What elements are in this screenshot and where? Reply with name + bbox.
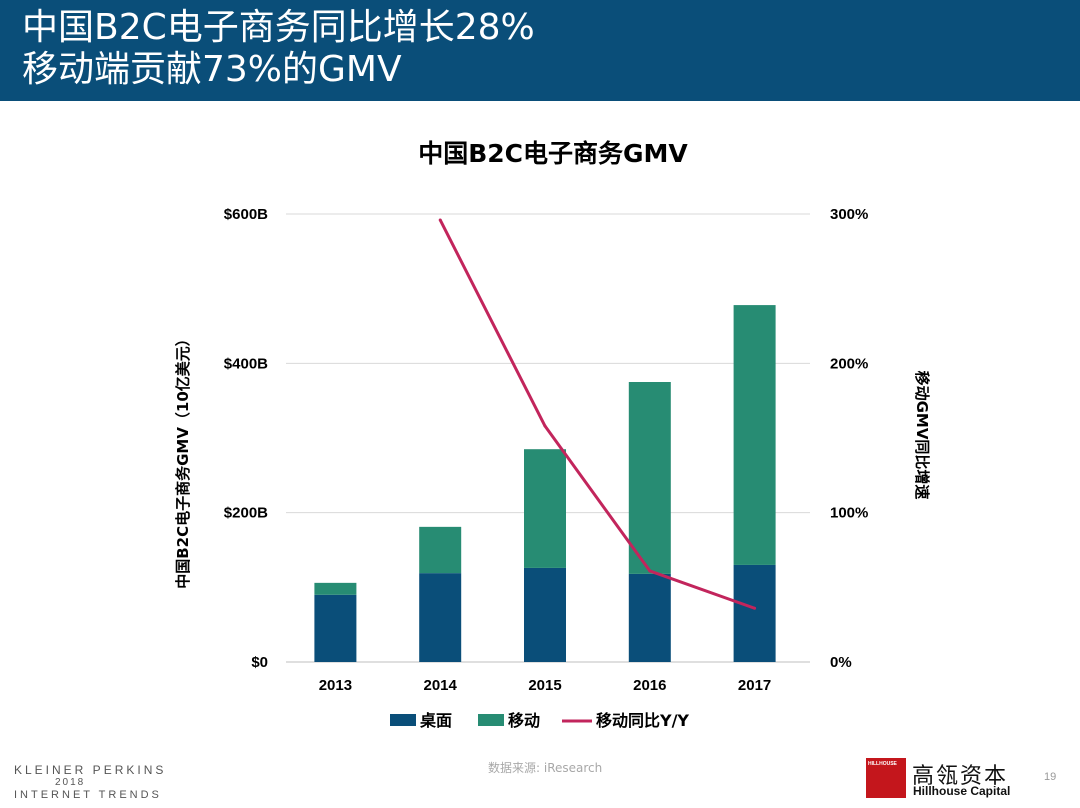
y-right-tick-label: 0% <box>830 654 852 671</box>
x-tick-label: 2017 <box>738 677 771 694</box>
x-tick-label: 2013 <box>319 677 352 694</box>
line-point <box>648 569 652 573</box>
bar-desktop-2016 <box>628 573 671 662</box>
y-tick-label: $600B <box>224 206 268 223</box>
hillhouse-logo-text: HILLHOUSE <box>868 761 897 767</box>
internet-trends-wordmark: INTERNET TRENDS <box>14 789 162 801</box>
y-tick-label: $200B <box>224 505 268 522</box>
y-tick-label: $400B <box>224 355 268 372</box>
bar-mobile-2016 <box>628 382 671 574</box>
legend-label-desktop: 桌面 <box>420 711 452 730</box>
partner-name-cn: 高瓴资本 <box>912 764 1009 789</box>
page-number: 19 <box>1044 771 1057 783</box>
bar-desktop-2015 <box>524 567 566 662</box>
y-right-tick-label: 100% <box>830 505 868 522</box>
chart-title: 中国B2C电子商务GMV <box>418 139 688 168</box>
bar-desktop-2013 <box>314 594 357 662</box>
page-title-line1: 中国B2C电子商务同比增长28% <box>22 7 535 48</box>
y-right-tick-label: 300% <box>830 206 868 223</box>
y-right-tick-label: 200% <box>830 355 868 372</box>
line-point <box>438 218 442 222</box>
title-banner: 中国B2C电子商务同比增长28% 移动端贡献73%的GMV <box>0 0 1080 101</box>
partner-name-en: Hillhouse Capital <box>913 784 1011 798</box>
y-axis-label: 中国B2C电子商务GMV（10亿美元） <box>174 331 192 589</box>
legend-label-mobile: 移动 <box>508 711 540 730</box>
bar-mobile-2014 <box>419 526 462 574</box>
x-tick-label: 2016 <box>633 677 666 694</box>
bar-mobile-2015 <box>524 449 566 568</box>
legend-label-yoy: 移动同比Y/Y <box>596 711 689 730</box>
line-mobile-yoy <box>438 219 756 610</box>
page-title-line2: 移动端贡献73%的GMV <box>22 49 402 90</box>
report-year: 2018 <box>55 777 86 788</box>
y-right-axis-label: 移动GMV同比增速 <box>913 371 931 500</box>
bar-mobile-2017 <box>733 305 776 565</box>
gmv-chart: 中国B2C电子商务GMV $0 $200B $400B $600B 0% 100% 200% 3… <box>174 139 931 730</box>
legend-swatch-desktop <box>390 714 416 726</box>
data-source: 数据来源: iResearch <box>488 761 603 775</box>
bar-desktop-2017 <box>733 564 776 662</box>
line-point <box>543 424 547 428</box>
hillhouse-logo: HILLHOUSE <box>866 758 906 798</box>
kleiner-perkins-wordmark: KLEINER PERKINS <box>14 763 167 777</box>
line-point <box>753 606 757 610</box>
x-tick-label: 2015 <box>528 677 561 694</box>
bar-desktop-2014 <box>419 573 462 662</box>
x-tick-label: 2014 <box>424 677 458 694</box>
y-tick-label: $0 <box>251 654 268 671</box>
bar-mobile-2013 <box>314 582 357 595</box>
legend-swatch-mobile <box>478 714 504 726</box>
